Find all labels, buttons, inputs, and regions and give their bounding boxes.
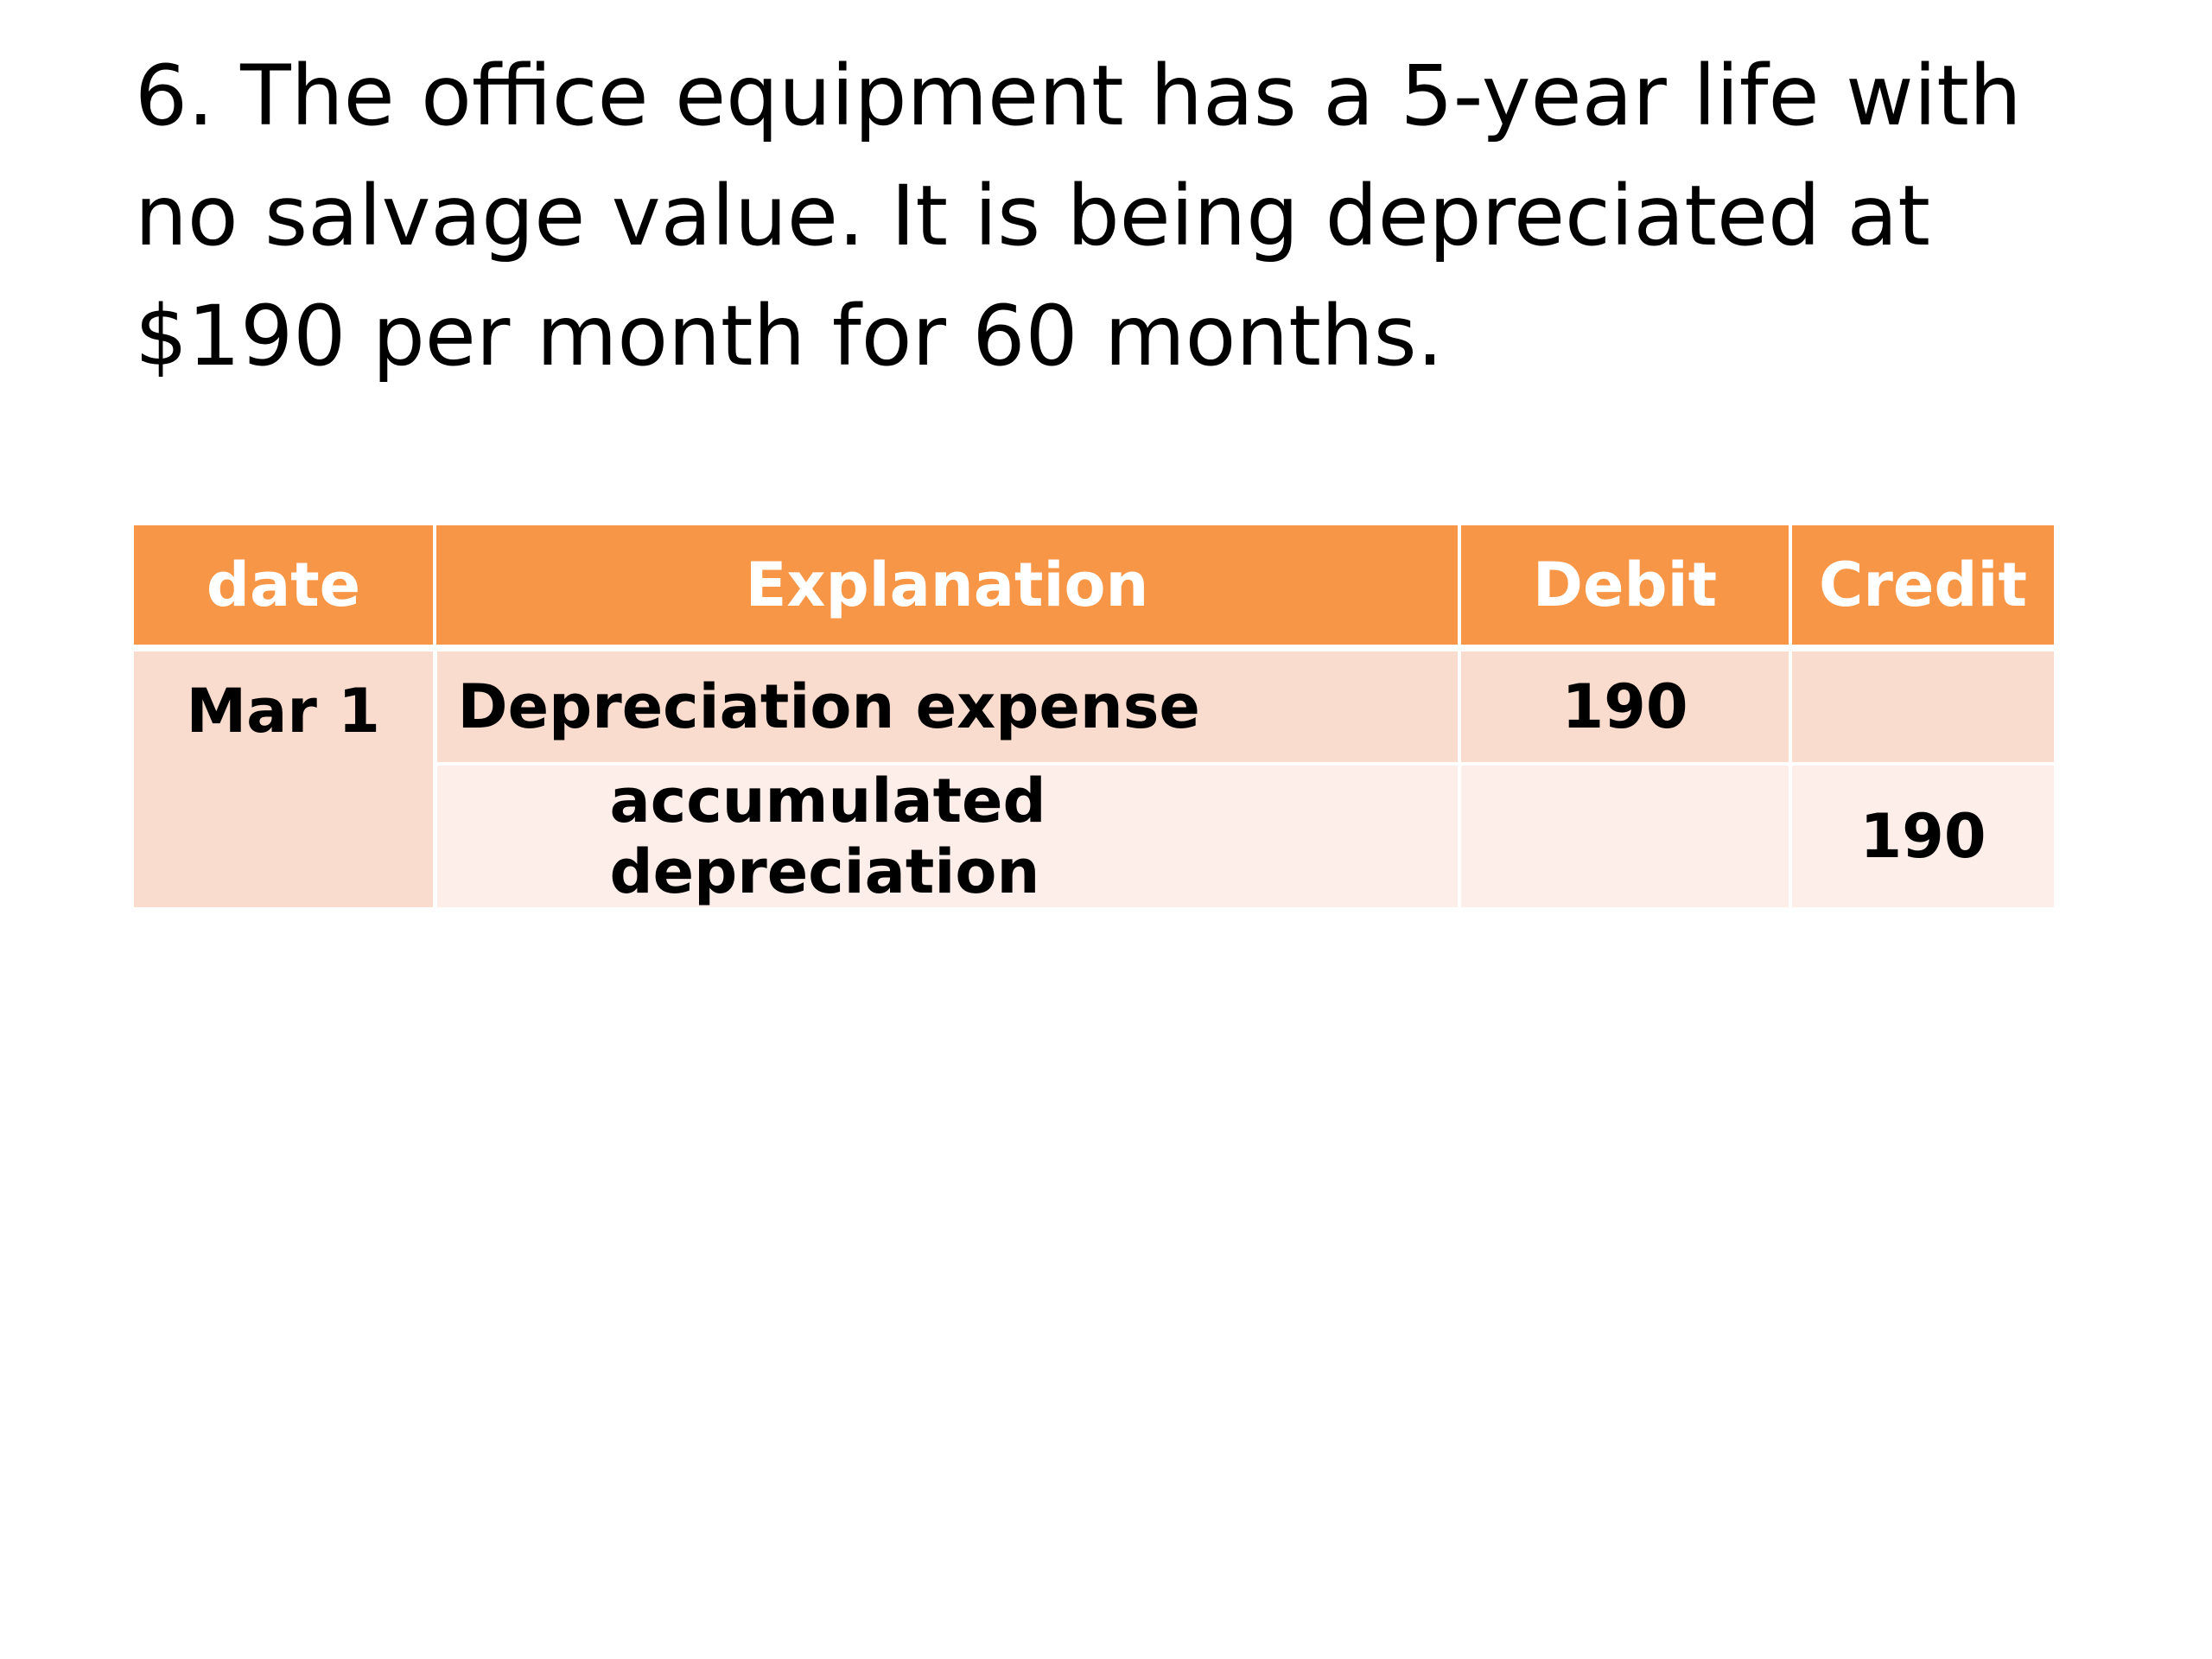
explanation-cell: Depreciation expense: [433, 646, 1461, 766]
problem-statement: 6. The office equipment has a 5-year lif…: [135, 48, 2022, 385]
column-header-date: date: [130, 522, 436, 652]
entry-date-cell: Mar 1: [130, 646, 437, 911]
debit-cell: 190: [1458, 646, 1792, 766]
table-row: accumulated depreciation 190: [132, 762, 2057, 911]
journal-body: Mar 1 Depreciation expense 190 accumulat…: [130, 646, 2057, 911]
journal-header: date Explanation Debit Credit: [130, 522, 2057, 652]
explanation-cell: accumulated depreciation: [433, 762, 1461, 911]
journal-entry-table: date Explanation Debit Credit Mar 1 Depr…: [130, 522, 2057, 911]
column-header-debit: Debit: [1458, 522, 1792, 652]
column-header-credit: Credit: [1789, 522, 2057, 652]
column-header-explanation: Explanation: [433, 522, 1461, 652]
debit-cell: [1458, 762, 1792, 911]
credit-cell: [1789, 646, 2057, 766]
table-row: Mar 1 Depreciation expense 190: [130, 646, 2057, 911]
credit-cell: 190: [1789, 762, 2057, 911]
header-row: date Explanation Debit Credit: [130, 522, 2057, 652]
